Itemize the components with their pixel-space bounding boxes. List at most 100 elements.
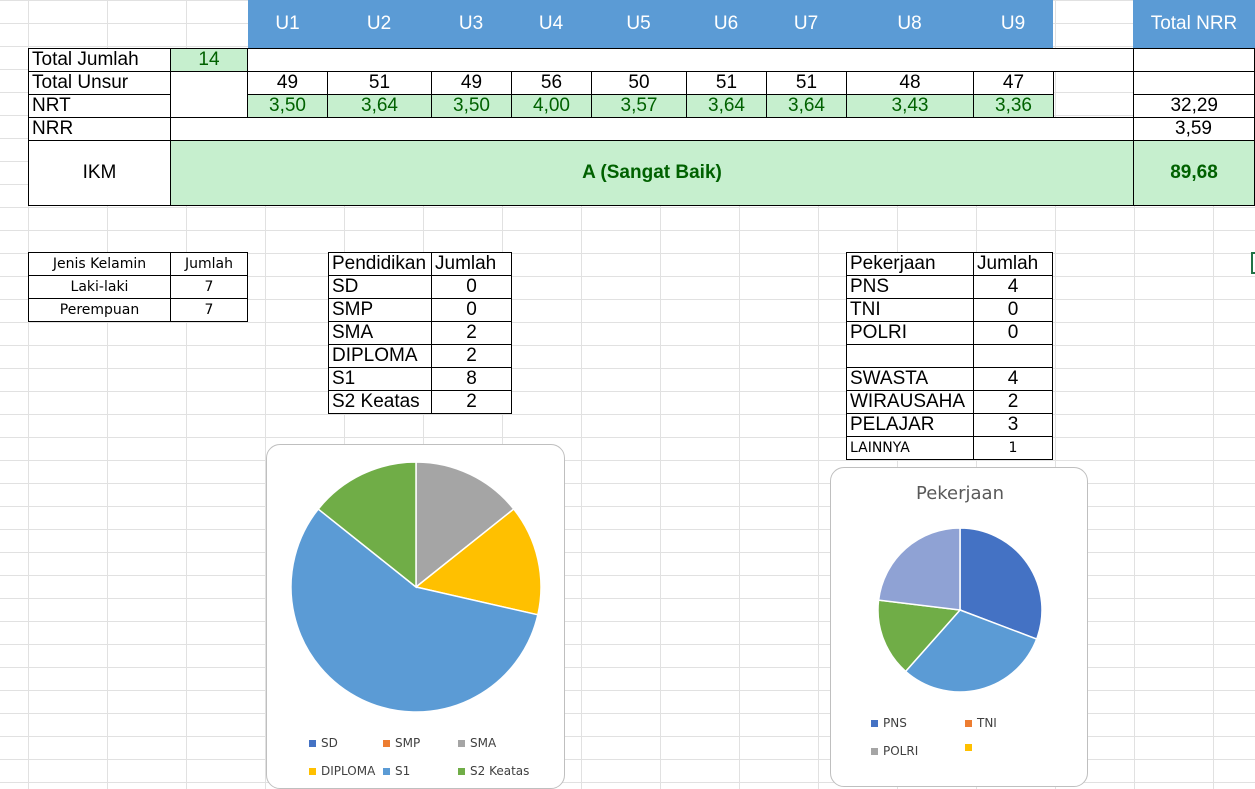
nrt-u7[interactable]: 3,64: [766, 94, 847, 118]
gender-row-label[interactable]: Perempuan: [28, 298, 171, 322]
pie-slice-unlabeled[interactable]: [877, 527, 961, 611]
total-unsur-u3[interactable]: 49: [431, 71, 512, 95]
total-unsur-nrr-cell[interactable]: [1133, 71, 1255, 95]
job-header-jumlah[interactable]: Jumlah: [973, 252, 1053, 276]
pie-slice-polri[interactable]: [877, 599, 962, 673]
job-row-value[interactable]: 2: [973, 390, 1053, 414]
job-row-label[interactable]: LAINNYA: [846, 436, 974, 460]
job-chart[interactable]: Pekerjaan PNS TNI POLRI: [830, 467, 1088, 787]
header-total-nrr[interactable]: Total NRR: [1133, 0, 1255, 48]
education-legend-item[interactable]: SMP: [383, 736, 420, 750]
nrt-u6[interactable]: 3,64: [686, 94, 767, 118]
header-u8[interactable]: U8: [846, 0, 973, 48]
nrr-total[interactable]: 3,59: [1133, 117, 1255, 141]
nrt-u5[interactable]: 3,57: [591, 94, 687, 118]
education-legend-item[interactable]: SD: [309, 736, 338, 750]
education-row-label[interactable]: S2 Keatas: [328, 390, 432, 414]
header-u6[interactable]: U6: [686, 0, 766, 48]
job-row-value[interactable]: 1: [973, 436, 1053, 460]
education-row-value[interactable]: 8: [431, 367, 512, 391]
pie-slice-diploma[interactable]: [414, 508, 542, 616]
education-row-value[interactable]: 0: [431, 298, 512, 322]
pie-slice-pns[interactable]: [959, 527, 1043, 641]
total-unsur-u2[interactable]: 51: [327, 71, 432, 95]
selection-handle[interactable]: [1251, 252, 1255, 274]
total-jumlah-nrr-cell[interactable]: [1133, 48, 1255, 72]
education-legend-item[interactable]: S2 Keatas: [458, 764, 529, 778]
job-legend-item[interactable]: PNS: [871, 716, 907, 730]
education-legend-item[interactable]: S1: [383, 764, 410, 778]
education-row-value[interactable]: 2: [431, 390, 512, 414]
ikm-value[interactable]: 89,68: [1133, 140, 1255, 206]
pie-slice-s1[interactable]: [290, 508, 539, 713]
nrt-label[interactable]: NRT: [28, 94, 171, 118]
total-unsur-u4[interactable]: 56: [511, 71, 592, 95]
job-row-label[interactable]: WIRAUSAHA: [846, 390, 974, 414]
job-row-value[interactable]: 4: [973, 275, 1053, 299]
gender-row-label[interactable]: Laki-laki: [28, 275, 171, 299]
header-u3[interactable]: U3: [431, 0, 511, 48]
education-chart[interactable]: SD SMP SMA DIPLOMA S1 S2 Keatas: [266, 444, 565, 789]
education-row-value[interactable]: 2: [431, 321, 512, 345]
nrt-u1[interactable]: 3,50: [247, 94, 328, 118]
ikm-label[interactable]: IKM: [28, 140, 171, 206]
total-unsur-u9[interactable]: 47: [973, 71, 1054, 95]
total-unsur-u5[interactable]: 50: [591, 71, 687, 95]
job-row-value[interactable]: [973, 344, 1053, 368]
education-legend-item[interactable]: SMA: [458, 736, 496, 750]
education-row-value[interactable]: 2: [431, 344, 512, 368]
education-row-label[interactable]: SMP: [328, 298, 432, 322]
pie-slice-tni[interactable]: [904, 609, 1038, 693]
job-row-value[interactable]: 0: [973, 321, 1053, 345]
nrt-u9[interactable]: 3,36: [973, 94, 1054, 118]
gender-row-value[interactable]: 7: [170, 298, 248, 322]
header-u5[interactable]: U5: [591, 0, 686, 48]
job-row-value[interactable]: 3: [973, 413, 1053, 437]
gender-header-jenis-kelamin[interactable]: Jenis Kelamin: [28, 252, 171, 276]
education-legend-item[interactable]: DIPLOMA: [309, 764, 375, 778]
job-row-label[interactable]: PNS: [846, 275, 974, 299]
nrt-total[interactable]: 32,29: [1133, 94, 1255, 118]
nrt-u8[interactable]: 3,43: [846, 94, 974, 118]
pie-slice-s2-keatas[interactable]: [317, 461, 417, 589]
nrt-u4[interactable]: 4,00: [511, 94, 592, 118]
education-row-value[interactable]: 0: [431, 275, 512, 299]
job-row-label[interactable]: SWASTA: [846, 367, 974, 391]
header-u4[interactable]: U4: [511, 0, 591, 48]
education-header-pendidikan[interactable]: Pendidikan: [328, 252, 432, 276]
nrt-u3[interactable]: 3,50: [431, 94, 512, 118]
education-row-label[interactable]: S1: [328, 367, 432, 391]
nrr-label[interactable]: NRR: [28, 117, 171, 141]
total-jumlah-value[interactable]: 14: [170, 48, 248, 72]
job-row-label[interactable]: POLRI: [846, 321, 974, 345]
pie-slice-sma[interactable]: [415, 461, 515, 589]
job-header-pekerjaan[interactable]: Pekerjaan: [846, 252, 974, 276]
education-row-label[interactable]: DIPLOMA: [328, 344, 432, 368]
nrr-empty-span[interactable]: [170, 117, 1134, 141]
nrt-u2[interactable]: 3,64: [327, 94, 432, 118]
job-row-label[interactable]: TNI: [846, 298, 974, 322]
total-jumlah-label[interactable]: Total Jumlah: [28, 48, 171, 72]
job-row-value[interactable]: 4: [973, 367, 1053, 391]
label-spacer-cell[interactable]: [170, 71, 248, 118]
gender-header-jumlah[interactable]: Jumlah: [170, 252, 248, 276]
job-row-label[interactable]: PELAJAR: [846, 413, 974, 437]
header-u2[interactable]: U2: [327, 0, 431, 48]
job-legend-item[interactable]: POLRI: [871, 744, 918, 758]
gender-row-value[interactable]: 7: [170, 275, 248, 299]
header-u9[interactable]: U9: [973, 0, 1053, 48]
ikm-grade[interactable]: A (Sangat Baik): [170, 140, 1134, 206]
total-unsur-u8[interactable]: 48: [846, 71, 974, 95]
total-jumlah-empty-span[interactable]: [247, 48, 1134, 72]
total-unsur-u6[interactable]: 51: [686, 71, 767, 95]
education-header-jumlah[interactable]: Jumlah: [431, 252, 512, 276]
job-row-value[interactable]: 0: [973, 298, 1053, 322]
job-legend-item[interactable]: TNI: [965, 716, 997, 730]
total-unsur-u7[interactable]: 51: [766, 71, 847, 95]
education-row-label[interactable]: SMA: [328, 321, 432, 345]
job-row-label[interactable]: [846, 344, 974, 368]
job-legend-item[interactable]: [965, 744, 977, 751]
header-u7[interactable]: U7: [766, 0, 846, 48]
total-unsur-label[interactable]: Total Unsur: [28, 71, 171, 95]
total-unsur-u1[interactable]: 49: [247, 71, 328, 95]
